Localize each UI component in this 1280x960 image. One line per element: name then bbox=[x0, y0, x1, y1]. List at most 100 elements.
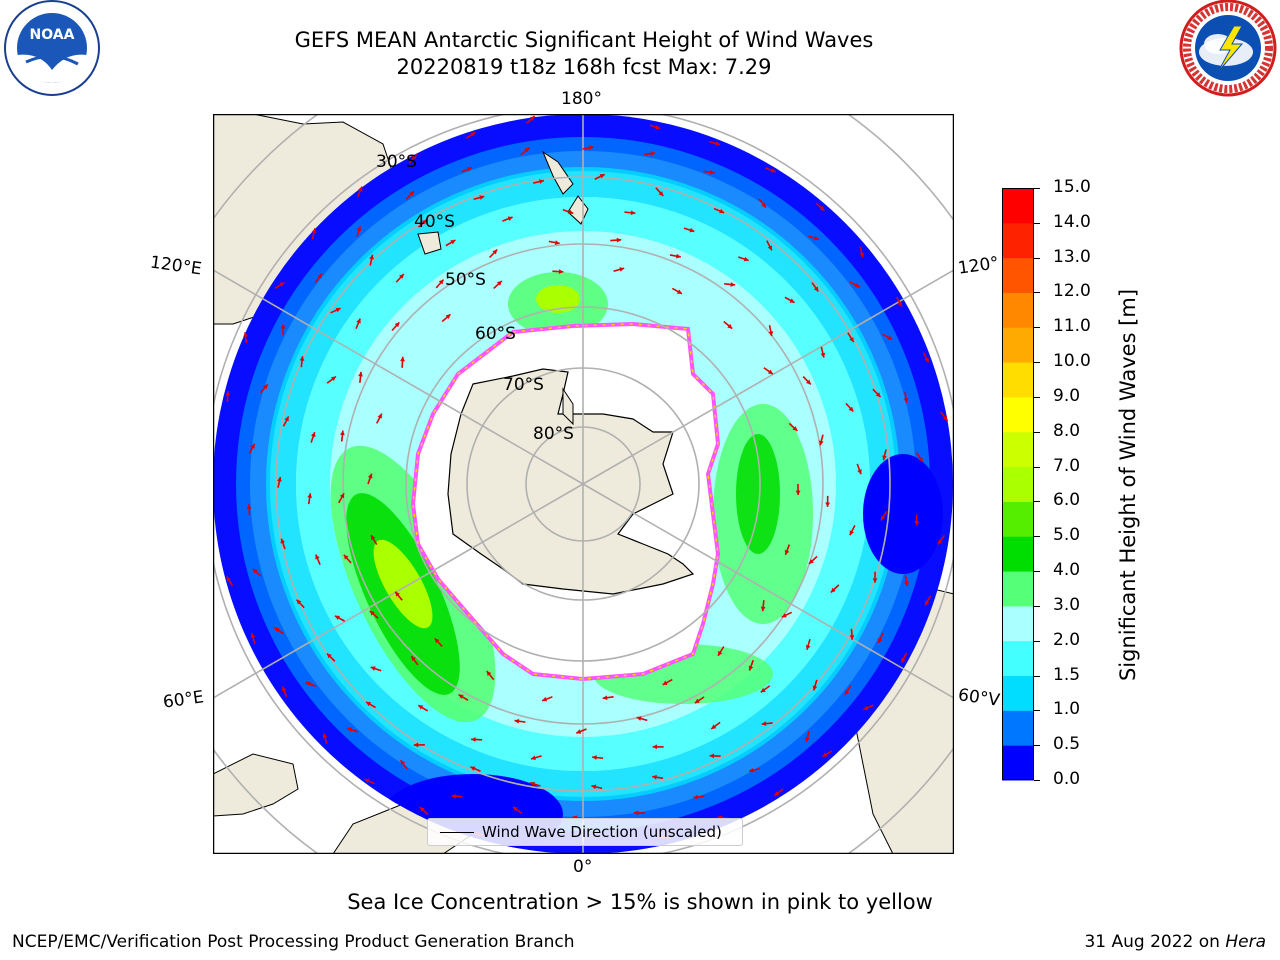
wave-arrow-head bbox=[749, 767, 754, 773]
wave-arrow-head bbox=[655, 124, 661, 130]
wave-arrow-head bbox=[311, 228, 317, 234]
lat-label-40s: 40°S bbox=[414, 212, 455, 232]
wave-arrow-head bbox=[761, 721, 767, 727]
colorbar-tick-label: 8.0 bbox=[1053, 420, 1081, 441]
sea-ice-note: Sea Ice Concentration > 15% is shown in … bbox=[347, 890, 933, 914]
wave-arrow-head bbox=[466, 167, 472, 172]
wave-arrow-head bbox=[310, 432, 316, 438]
wave-arrow-head bbox=[636, 716, 642, 721]
wave-arrow-head bbox=[317, 273, 322, 279]
wave-arrow-head bbox=[529, 781, 535, 787]
wave-arrow-head bbox=[364, 778, 370, 784]
wave-arrow-head bbox=[795, 490, 801, 495]
wave-arrow-head bbox=[366, 701, 372, 707]
colorbar-band bbox=[1002, 675, 1034, 711]
colorbar-tick-mark bbox=[1034, 222, 1040, 224]
wave-arrow-head bbox=[400, 356, 405, 362]
colorbar-tick-label: 13.0 bbox=[1053, 246, 1091, 267]
wave-arrow-head bbox=[781, 613, 787, 618]
wave-arrow-head bbox=[761, 202, 766, 208]
wave-arrow-head bbox=[727, 323, 733, 329]
wave-arrow-head bbox=[507, 216, 513, 221]
wave-arrow-head bbox=[225, 391, 231, 396]
colorbar-band bbox=[1002, 362, 1034, 398]
wave-arrow-head bbox=[250, 633, 256, 639]
colorbar-band bbox=[1002, 745, 1034, 781]
wave-arrow-head bbox=[820, 352, 826, 358]
map-border bbox=[212, 113, 955, 855]
wave-arrow-head bbox=[658, 191, 664, 196]
map-panel bbox=[212, 113, 955, 855]
colorbar-band bbox=[1002, 188, 1034, 224]
colorbar-tick-mark bbox=[1034, 396, 1040, 398]
colorbar-band bbox=[1002, 605, 1034, 642]
colorbar-band bbox=[1002, 431, 1034, 468]
wave-arrow-head bbox=[358, 371, 363, 377]
wave-arrow-head bbox=[711, 724, 717, 729]
wave-arrow-head bbox=[296, 599, 302, 605]
wave-arrow-head bbox=[689, 227, 695, 233]
wave-arrow-head bbox=[252, 568, 258, 574]
wave-arrow-head bbox=[367, 473, 373, 479]
lat-label-70s: 70°S bbox=[503, 375, 544, 395]
colorbar-tick-mark bbox=[1034, 780, 1040, 781]
wave-arrow-head bbox=[602, 695, 608, 701]
wave-arrow-head bbox=[630, 210, 636, 216]
wave-arrow-head bbox=[813, 286, 819, 292]
wave-arrow-head bbox=[616, 237, 622, 243]
wave-arrow-head bbox=[887, 335, 893, 340]
wave-arrow-head bbox=[280, 538, 286, 544]
wave-arrow-head bbox=[421, 219, 427, 225]
legend-line-swatch bbox=[440, 831, 474, 833]
wave-arrow-head bbox=[897, 301, 902, 307]
lat-label-80s: 80°S bbox=[533, 424, 574, 444]
wave-arrow-head bbox=[652, 744, 658, 750]
wave-arrow-head bbox=[719, 208, 725, 214]
wave-arrow-head bbox=[924, 357, 929, 363]
wave-arrow-head bbox=[830, 587, 836, 593]
wave-arrow-head bbox=[369, 254, 374, 260]
wave-arrow-head bbox=[347, 727, 353, 732]
wave-arrow-head bbox=[715, 141, 721, 146]
colorbar-band bbox=[1002, 466, 1034, 502]
wave-arrow-head bbox=[904, 581, 909, 587]
wave-arrow-head bbox=[479, 195, 485, 200]
colorbar-tick-mark bbox=[1034, 501, 1040, 503]
wave-arrow-head bbox=[901, 657, 906, 663]
wave-arrow-head bbox=[903, 398, 909, 403]
colorbar-tick-label: 0.5 bbox=[1053, 734, 1081, 755]
wave-arrow-head bbox=[789, 298, 795, 303]
wave-arrow-head bbox=[743, 256, 749, 262]
chart-subtitle: 20220819 t18z 168h fcst Max: 7.29 bbox=[396, 55, 772, 79]
wave-arrow-head bbox=[250, 443, 255, 449]
wave-arrow-head bbox=[330, 376, 336, 382]
wave-arrow-head bbox=[937, 539, 943, 545]
wave-arrow-head bbox=[942, 415, 948, 421]
wave-arrow-head bbox=[450, 240, 456, 245]
footer-machine: Hera bbox=[1225, 932, 1266, 952]
wave-arrow-head bbox=[400, 760, 406, 766]
footer-date: 31 Aug 2022 on Hera bbox=[1084, 932, 1266, 952]
wave-arrow-head bbox=[531, 755, 536, 761]
wave-arrow-head bbox=[470, 766, 476, 771]
wave-arrow-head bbox=[279, 282, 285, 287]
colorbar-band bbox=[1002, 327, 1034, 363]
colorbar-tick-mark bbox=[1034, 466, 1040, 468]
wave-arrow-head bbox=[542, 696, 548, 702]
wave-arrow-head bbox=[676, 289, 682, 294]
wave-arrow-head bbox=[568, 209, 574, 215]
wave-arrow-head bbox=[619, 267, 625, 272]
wave-arrow-head bbox=[822, 752, 828, 757]
noaa-logo-text: NOAA bbox=[30, 27, 75, 43]
wave-arrow-head bbox=[413, 742, 419, 748]
colorbar-band bbox=[1002, 640, 1034, 677]
colorbar-tick-label: 3.0 bbox=[1053, 594, 1081, 615]
wave-arrow-head bbox=[633, 810, 639, 816]
wave-arrow-head bbox=[819, 205, 825, 211]
wave-arrow-head bbox=[748, 665, 754, 671]
wave-arrow-head bbox=[277, 476, 282, 482]
lat-label-30s: 30°S bbox=[376, 152, 417, 172]
nws-logo bbox=[1179, 0, 1277, 97]
wave-arrow-head bbox=[718, 650, 723, 656]
wave-arrow-head bbox=[512, 806, 518, 812]
